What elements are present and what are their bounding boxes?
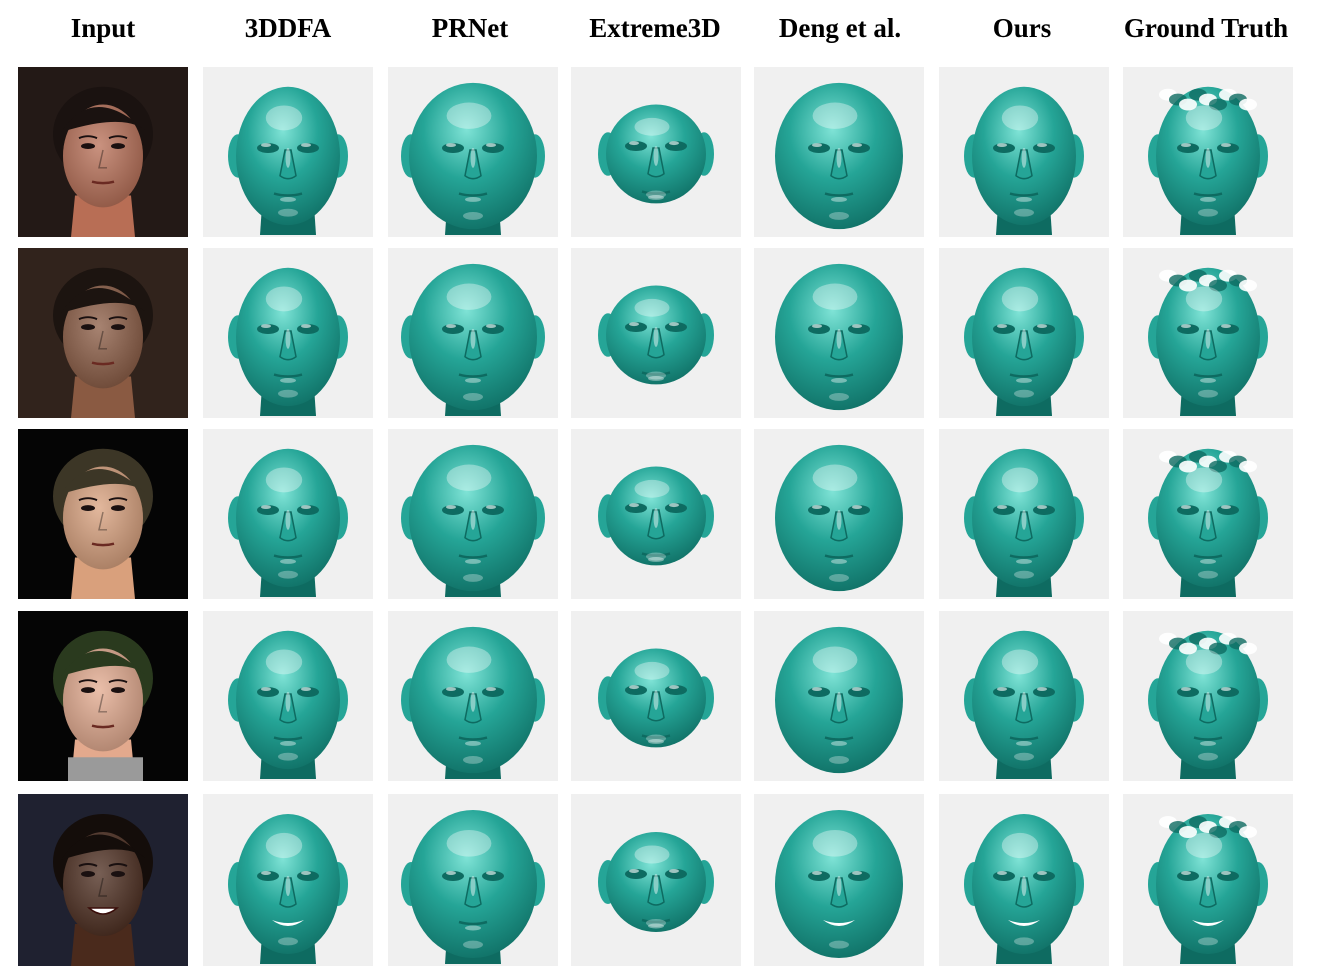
mesh-prnet-row-5: [388, 794, 558, 966]
face-mesh-image: [401, 626, 545, 780]
face-mesh-image: [401, 82, 545, 236]
face-mesh-image: [775, 82, 903, 230]
mesh-ground-truth-row-4: [1123, 611, 1293, 781]
face-mesh-image: [228, 86, 348, 236]
header-prnet: PRNet: [431, 12, 509, 43]
mesh-3ddfa-row-1: [203, 67, 373, 237]
face-mesh-image: [964, 86, 1084, 236]
mesh-prnet-row-4: [388, 611, 558, 781]
face-mesh-image: [775, 626, 903, 774]
mesh-ours-row-1: [939, 67, 1109, 237]
mesh-ours-row-5: [939, 794, 1109, 966]
face-mesh-image: [228, 267, 348, 417]
mesh-extreme3d-row-2: [571, 248, 741, 418]
header-ground-truth: Ground Truth: [1123, 12, 1289, 43]
face-photo-image: [18, 429, 188, 599]
face-photo-image: [18, 248, 188, 418]
face-mesh-image: [228, 814, 348, 964]
input-photo-row-4: [18, 611, 188, 781]
face-mesh-image: [401, 263, 545, 417]
face-mesh-image: [401, 444, 545, 598]
face-mesh-image: [964, 814, 1084, 964]
face-mesh-image: [598, 648, 714, 748]
face-mesh-image: [228, 630, 348, 780]
mesh-prnet-row-2: [388, 248, 558, 418]
face-photo-image: [18, 67, 188, 237]
face-mesh-image: [1148, 448, 1268, 598]
mesh-3ddfa-row-3: [203, 429, 373, 599]
mesh-3ddfa-row-2: [203, 248, 373, 418]
face-mesh-image: [1148, 630, 1268, 780]
mesh-prnet-row-1: [388, 67, 558, 237]
mesh-extreme3d-row-4: [571, 611, 741, 781]
header-extreme3d: Extreme3D: [589, 12, 721, 43]
mesh-deng-et-al-row-1: [754, 67, 924, 237]
mesh-extreme3d-row-5: [571, 794, 741, 966]
face-mesh-image: [401, 810, 545, 964]
mesh-deng-et-al-row-4: [754, 611, 924, 781]
header-ours: Ours: [992, 12, 1052, 43]
mesh-extreme3d-row-3: [571, 429, 741, 599]
face-mesh-image: [775, 444, 903, 592]
mesh-3ddfa-row-4: [203, 611, 373, 781]
mesh-ours-row-3: [939, 429, 1109, 599]
face-mesh-image: [1148, 267, 1268, 417]
face-mesh-image: [775, 263, 903, 411]
header-input: Input: [70, 12, 136, 43]
mesh-ground-truth-row-3: [1123, 429, 1293, 599]
face-mesh-image: [598, 285, 714, 385]
face-mesh-image: [598, 832, 714, 932]
face-mesh-image: [964, 267, 1084, 417]
face-mesh-image: [228, 448, 348, 598]
face-mesh-image: [1148, 86, 1268, 236]
mesh-ours-row-4: [939, 611, 1109, 781]
input-photo-row-3: [18, 429, 188, 599]
mesh-ground-truth-row-1: [1123, 67, 1293, 237]
input-photo-row-2: [18, 248, 188, 418]
mesh-ground-truth-row-5: [1123, 794, 1293, 966]
face-mesh-image: [964, 448, 1084, 598]
header-deng-et-al: Deng et al.: [778, 12, 902, 43]
mesh-ours-row-2: [939, 248, 1109, 418]
input-photo-row-1: [18, 67, 188, 237]
mesh-deng-et-al-row-3: [754, 429, 924, 599]
mesh-deng-et-al-row-2: [754, 248, 924, 418]
input-photo-row-5: [18, 794, 188, 966]
mesh-prnet-row-3: [388, 429, 558, 599]
face-mesh-image: [1148, 814, 1268, 964]
mesh-extreme3d-row-1: [571, 67, 741, 237]
face-mesh-image: [775, 810, 903, 958]
face-mesh-image: [598, 466, 714, 566]
mesh-deng-et-al-row-5: [754, 794, 924, 966]
mesh-ground-truth-row-2: [1123, 248, 1293, 418]
face-photo-image: [18, 611, 188, 781]
header-3ddfa: 3DDFA: [244, 12, 332, 43]
face-mesh-image: [598, 104, 714, 204]
face-mesh-image: [964, 630, 1084, 780]
mesh-3ddfa-row-5: [203, 794, 373, 966]
face-photo-image: [18, 794, 188, 966]
